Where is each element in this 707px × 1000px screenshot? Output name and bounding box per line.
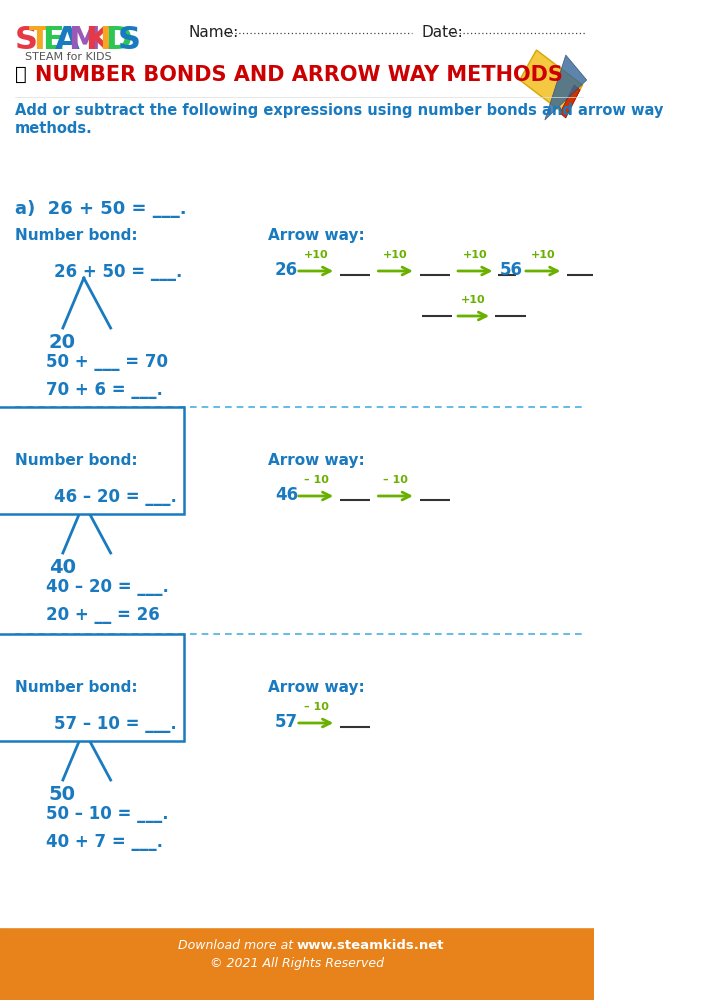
Polygon shape	[175, 919, 189, 927]
Polygon shape	[404, 919, 418, 927]
Text: Date:: Date:	[421, 25, 463, 40]
Text: Download more at: Download more at	[177, 939, 297, 952]
Text: 20 + __ = 26: 20 + __ = 26	[46, 606, 160, 624]
Polygon shape	[512, 919, 525, 927]
Text: +10: +10	[461, 295, 486, 305]
Text: Add or subtract the following expressions using number bonds and arrow way: Add or subtract the following expression…	[15, 103, 663, 118]
Text: +10: +10	[531, 250, 556, 260]
Polygon shape	[134, 919, 148, 927]
Text: Number bond:: Number bond:	[15, 680, 138, 695]
Text: 40 – 20 = ___.: 40 – 20 = ___.	[46, 578, 169, 596]
Polygon shape	[296, 919, 310, 927]
Text: +10: +10	[383, 250, 408, 260]
Polygon shape	[269, 919, 283, 927]
Polygon shape	[162, 919, 175, 927]
Polygon shape	[0, 919, 13, 927]
Polygon shape	[148, 919, 162, 927]
Polygon shape	[458, 919, 472, 927]
Polygon shape	[121, 919, 134, 927]
Text: c)  57 – 10 = ___.: c) 57 – 10 = ___.	[15, 652, 180, 670]
Text: Arrow way:: Arrow way:	[268, 680, 365, 695]
Polygon shape	[310, 919, 323, 927]
Polygon shape	[54, 919, 67, 927]
Polygon shape	[202, 919, 216, 927]
Polygon shape	[27, 919, 40, 927]
Text: Arrow way:: Arrow way:	[268, 228, 365, 243]
Text: 50: 50	[49, 785, 76, 804]
Text: © 2021 All Rights Reserved: © 2021 All Rights Reserved	[210, 957, 384, 970]
Text: S: S	[117, 25, 141, 56]
Polygon shape	[243, 919, 256, 927]
Text: 20: 20	[49, 333, 76, 352]
Polygon shape	[552, 919, 566, 927]
Text: 50 + ___ = 70: 50 + ___ = 70	[46, 353, 168, 371]
Polygon shape	[445, 919, 458, 927]
Text: S: S	[15, 25, 38, 56]
Polygon shape	[189, 919, 202, 927]
Text: Arrow way:: Arrow way:	[268, 453, 365, 468]
Polygon shape	[560, 85, 580, 118]
Polygon shape	[363, 919, 377, 927]
Text: 56: 56	[500, 261, 522, 279]
Polygon shape	[40, 919, 54, 927]
Polygon shape	[472, 919, 485, 927]
Polygon shape	[525, 919, 539, 927]
Text: b)  46 – 20 = ___.: b) 46 – 20 = ___.	[15, 425, 182, 443]
Text: E: E	[42, 25, 64, 56]
Polygon shape	[94, 919, 107, 927]
Polygon shape	[545, 55, 587, 120]
Polygon shape	[418, 919, 431, 927]
Text: methods.: methods.	[15, 121, 93, 136]
Text: – 10: – 10	[303, 702, 329, 712]
Text: I: I	[99, 25, 111, 56]
Text: +10: +10	[304, 250, 328, 260]
Text: Number bond:: Number bond:	[15, 228, 138, 243]
Text: – 10: – 10	[303, 475, 329, 485]
Text: 26: 26	[275, 261, 298, 279]
Text: Name:: Name:	[189, 25, 239, 40]
Polygon shape	[67, 919, 81, 927]
Text: 50 – 10 = ___.: 50 – 10 = ___.	[46, 805, 169, 823]
Text: 📓: 📓	[15, 65, 27, 84]
Text: 40: 40	[49, 558, 76, 577]
Polygon shape	[431, 919, 445, 927]
Polygon shape	[498, 919, 512, 927]
Text: 26 + 50 = ___.: 26 + 50 = ___.	[54, 263, 183, 281]
Polygon shape	[539, 919, 552, 927]
Polygon shape	[229, 919, 243, 927]
Polygon shape	[337, 919, 350, 927]
Text: M: M	[68, 25, 100, 56]
Polygon shape	[566, 919, 579, 927]
Text: STEAM for KIDS: STEAM for KIDS	[25, 52, 112, 62]
Text: 70 + 6 = ___.: 70 + 6 = ___.	[46, 381, 163, 399]
Polygon shape	[520, 50, 583, 115]
Polygon shape	[350, 919, 363, 927]
Polygon shape	[256, 919, 269, 927]
Text: NUMBER BONDS AND ARROW WAY METHODS: NUMBER BONDS AND ARROW WAY METHODS	[35, 65, 563, 85]
Polygon shape	[377, 919, 390, 927]
Text: a)  26 + 50 = ___.: a) 26 + 50 = ___.	[15, 200, 187, 218]
Text: 57: 57	[275, 713, 298, 731]
Polygon shape	[216, 919, 229, 927]
Text: D: D	[105, 25, 132, 56]
Text: K: K	[86, 25, 110, 56]
Polygon shape	[579, 919, 592, 927]
Polygon shape	[283, 919, 296, 927]
Text: A: A	[54, 25, 79, 56]
Text: 57 – 10 = ___.: 57 – 10 = ___.	[54, 715, 177, 733]
Polygon shape	[390, 919, 404, 927]
Polygon shape	[107, 919, 121, 927]
Text: www.steamkids.net: www.steamkids.net	[297, 939, 444, 952]
Text: +10: +10	[463, 250, 488, 260]
Text: Number bond:: Number bond:	[15, 453, 138, 468]
Polygon shape	[81, 919, 94, 927]
Text: – 10: – 10	[383, 475, 408, 485]
Text: 46: 46	[275, 486, 298, 504]
Text: 46 – 20 = ___.: 46 – 20 = ___.	[54, 488, 177, 506]
Polygon shape	[485, 919, 498, 927]
Polygon shape	[323, 919, 337, 927]
Text: 40 + 7 = ___.: 40 + 7 = ___.	[46, 833, 163, 851]
Text: T: T	[29, 25, 51, 56]
Polygon shape	[13, 919, 27, 927]
